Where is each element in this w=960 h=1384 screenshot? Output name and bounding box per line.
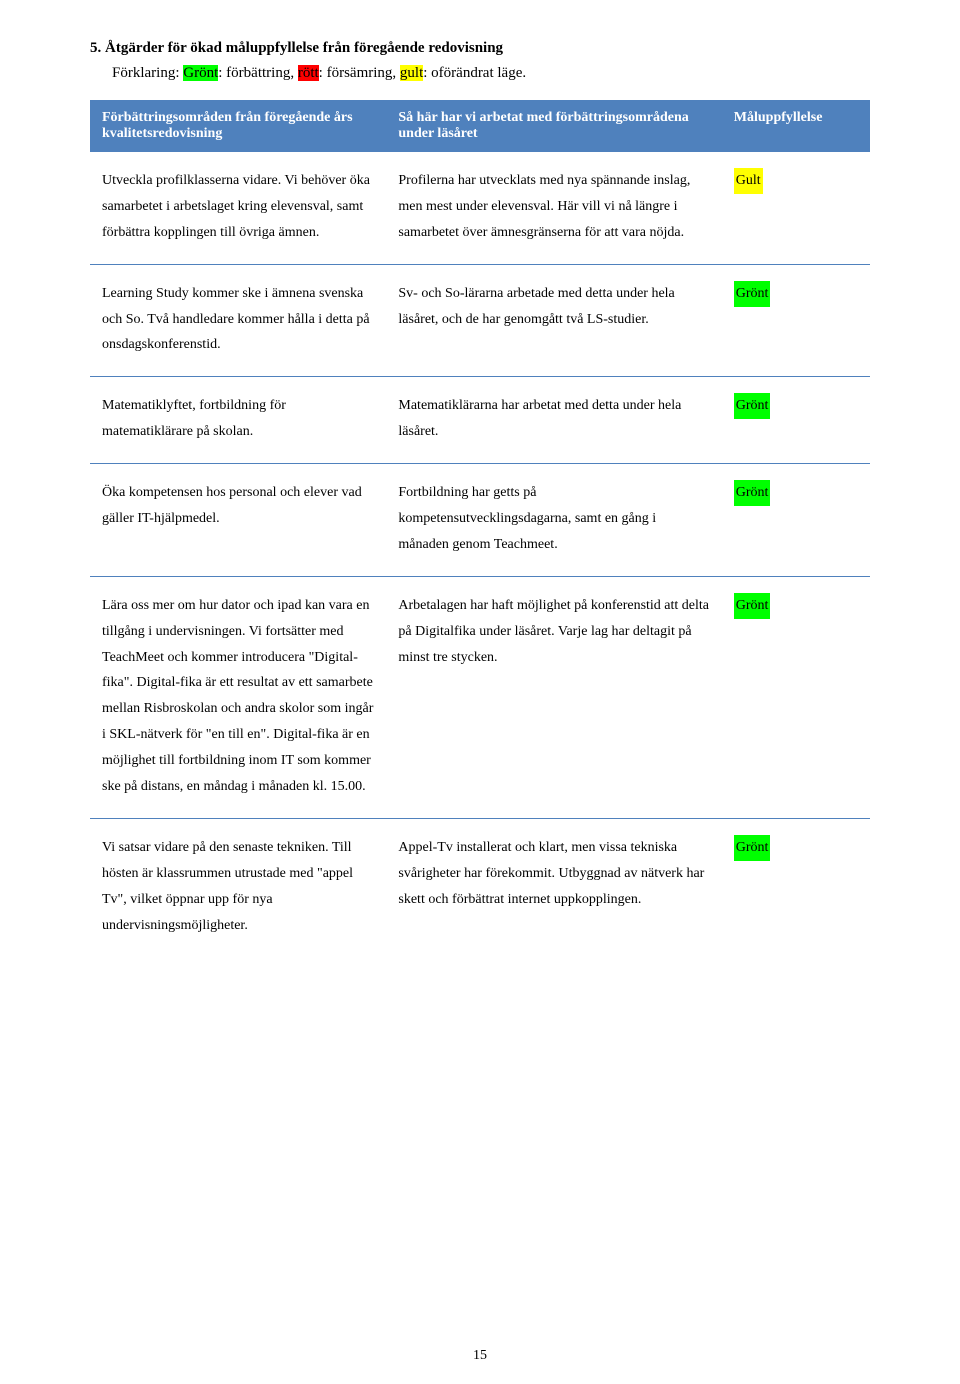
cell-status: Grönt xyxy=(722,264,870,377)
cell-work: Arbetalagen har haft möjlighet på konfer… xyxy=(386,576,721,818)
header-col1: Förbättringsområden från föregående års … xyxy=(90,100,386,152)
status-badge: Grönt xyxy=(734,393,771,419)
table-header-row: Förbättringsområden från föregående års … xyxy=(90,100,870,152)
cell-area: Matematiklyftet, fortbildning för matema… xyxy=(90,377,386,464)
cell-status: Grönt xyxy=(722,576,870,818)
status-badge: Gult xyxy=(734,168,763,194)
cell-status: Grönt xyxy=(722,377,870,464)
section-heading: 5. Åtgärder för ökad måluppfyllelse från… xyxy=(90,40,870,57)
legend-green-after: : förbättring, xyxy=(218,65,298,81)
table-row: Vi satsar vidare på den senaste tekniken… xyxy=(90,818,870,956)
cell-work: Fortbildning har getts på kompetensutvec… xyxy=(386,464,721,577)
table-row: Utveckla profilklasserna vidare. Vi behö… xyxy=(90,152,870,264)
legend-yellow-after: : oförändrat läge. xyxy=(423,65,526,81)
page-number: 15 xyxy=(0,1348,960,1364)
cell-work: Sv- och So-lärarna arbetade med detta un… xyxy=(386,264,721,377)
legend-yellow: gult xyxy=(400,65,423,81)
table-row: Lära oss mer om hur dator och ipad kan v… xyxy=(90,576,870,818)
table-row: Learning Study kommer ske i ämnena svens… xyxy=(90,264,870,377)
status-badge: Grönt xyxy=(734,480,771,506)
cell-status: Grönt xyxy=(722,818,870,956)
cell-area: Learning Study kommer ske i ämnena svens… xyxy=(90,264,386,377)
status-badge: Grönt xyxy=(734,281,771,307)
explanation-line: Förklaring: Grönt: förbättring, rött: fö… xyxy=(112,65,870,82)
table-row: Öka kompetensen hos personal och elever … xyxy=(90,464,870,577)
status-badge: Grönt xyxy=(734,593,771,619)
cell-work: Appel-Tv installerat och klart, men viss… xyxy=(386,818,721,956)
cell-work: Matematiklärarna har arbetat med detta u… xyxy=(386,377,721,464)
cell-area: Utveckla profilklasserna vidare. Vi behö… xyxy=(90,152,386,264)
cell-work: Profilerna har utvecklats med nya spänna… xyxy=(386,152,721,264)
legend-red-after: : försämring, xyxy=(319,65,400,81)
cell-area: Vi satsar vidare på den senaste tekniken… xyxy=(90,818,386,956)
header-col3: Måluppfyllelse xyxy=(722,100,870,152)
status-badge: Grönt xyxy=(734,835,771,861)
improvement-table: Förbättringsområden från föregående års … xyxy=(90,100,870,956)
legend-green: Grönt xyxy=(183,65,218,81)
cell-status: Grönt xyxy=(722,464,870,577)
legend-red: rött xyxy=(298,65,319,81)
cell-area: Lära oss mer om hur dator och ipad kan v… xyxy=(90,576,386,818)
cell-status: Gult xyxy=(722,152,870,264)
cell-area: Öka kompetensen hos personal och elever … xyxy=(90,464,386,577)
explanation-prefix: Förklaring: xyxy=(112,65,183,81)
header-col2: Så här har vi arbetat med förbättringsom… xyxy=(386,100,721,152)
table-row: Matematiklyftet, fortbildning för matema… xyxy=(90,377,870,464)
